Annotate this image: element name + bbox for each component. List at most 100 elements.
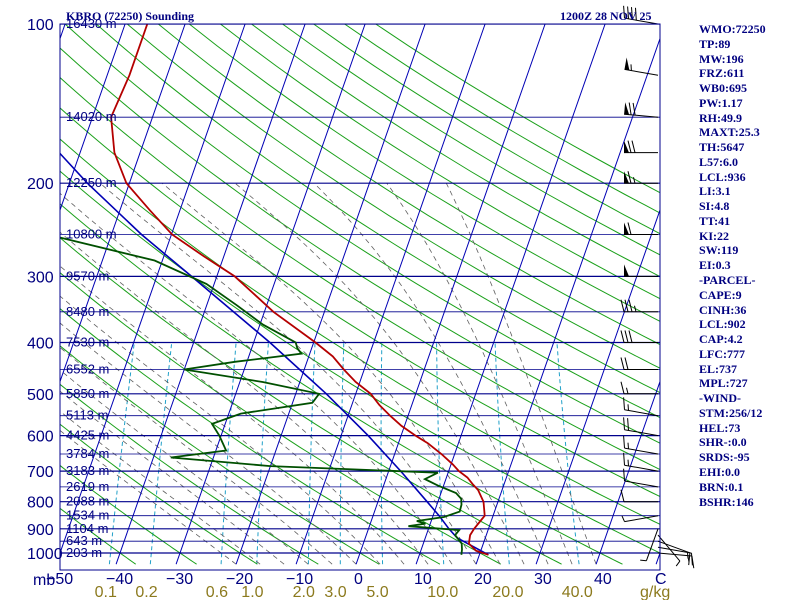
mixing-ratio-tick-label: 40.0 (562, 584, 593, 600)
moist-adiabat-line (234, 182, 525, 565)
wind-barb (620, 381, 658, 395)
pressure-tick-label: 1000 (27, 546, 63, 563)
sounding-index-item: -WIND- (699, 391, 741, 406)
wind-barb (657, 540, 691, 566)
dry-adiabat-line (60, 76, 660, 471)
wind-barb-pennant (624, 57, 630, 71)
height-label: 8480 m (66, 304, 109, 319)
height-label: 10800 m (66, 227, 117, 242)
height-label: 3183 m (66, 463, 109, 478)
wind-barb (623, 397, 659, 417)
dry-adiabat-line (60, 170, 660, 554)
wind-barb-half-flag (627, 459, 629, 466)
wind-barb (623, 5, 659, 25)
mixing-ratio-line (256, 342, 269, 565)
height-label: 12250 m (66, 175, 117, 190)
mixing-ratio-line (380, 342, 384, 565)
wind-barb-half-flag (627, 404, 629, 411)
wind-barb (657, 546, 693, 566)
wind-barb-pennant (624, 171, 629, 184)
wind-barb-flag (627, 171, 632, 184)
height-label: 9570 m (66, 268, 109, 283)
wind-barb-half-flag (626, 387, 629, 394)
plot-frame (59, 23, 661, 571)
temperature-tick-label: −30 (166, 571, 193, 588)
wind-barb-half-flag (675, 560, 681, 567)
isotherm-line (60, 24, 246, 555)
temperature-tick-label: −40 (106, 571, 133, 588)
wind-barb-half-flag (634, 305, 637, 312)
sounding-index-item: FRZ:611 (699, 66, 745, 81)
sounding-index-item: EI:0.3 (699, 258, 731, 273)
wind-barb (623, 452, 659, 472)
pressure-tick-label: 200 (27, 176, 54, 193)
isotherm-line (235, 24, 426, 565)
wind-barb-staff (657, 546, 692, 554)
wind-barb (624, 264, 658, 277)
wind-barb-pennant (624, 222, 629, 235)
sounding-index-item: EHI:0.0 (699, 464, 741, 479)
sounding-index-item: TT:41 (699, 213, 731, 228)
dry-adiabat-line (282, 24, 660, 256)
wind-barb (621, 515, 659, 523)
mixing-ratio-line (494, 342, 510, 565)
isotherm-line (415, 24, 606, 565)
wind-barb-flag (635, 7, 637, 21)
wind-barb-flag (620, 489, 625, 502)
mixing-ratio-tick-label: 10.0 (427, 584, 458, 600)
sounding-index-item: TH:5647 (699, 140, 745, 155)
wind-barb-flag (620, 299, 625, 312)
dry-adiabat-line (60, 507, 136, 565)
pressure-tick-label: 600 (27, 429, 54, 446)
height-label: 14020 m (66, 109, 117, 124)
moist-adiabat-line (99, 182, 477, 565)
pressure-tick-label: 900 (27, 522, 54, 539)
sounding-index-item: SW:119 (699, 243, 739, 258)
wind-barb (624, 222, 658, 235)
sounding-index-item: STM:256/12 (699, 405, 763, 420)
sounding-index-item: WB0:695 (699, 81, 747, 96)
wind-barb-flag (688, 552, 691, 566)
sounding-index-item: KI:22 (699, 228, 729, 243)
isotherm-line (295, 24, 486, 565)
wind-barb-flag (623, 468, 625, 482)
isotherm-line (475, 37, 660, 565)
wind-barb-flag (623, 5, 625, 19)
sounding-indices: WMO:72250 TP:89 MW:196 FRZ:611 WB0:695 PW:1.1… (699, 22, 800, 509)
moist-adiabat-line (60, 429, 237, 565)
dry-adiabat-line (60, 203, 623, 565)
dry-adiabat-line (60, 237, 562, 565)
dry-adiabat-line (251, 24, 660, 278)
sounding-index-item: L57:6.0 (699, 154, 738, 169)
sounding-index-item: SI:4.8 (699, 199, 730, 214)
wind-barb-staff (624, 113, 659, 118)
isotherm-line (60, 24, 186, 384)
height-label: 4425 m (66, 428, 109, 443)
pressure-tick-label: 800 (27, 495, 54, 512)
sounding-index-item: SRDS:-95 (699, 450, 750, 465)
sounding-index-item: LFC:777 (699, 346, 745, 361)
moist-adiabat-line (60, 369, 309, 565)
sounding-index-item: TP:89 (699, 36, 731, 51)
moist-adiabat-line (161, 182, 501, 565)
mixing-ratio-tick-label: 0.2 (135, 584, 157, 600)
wind-barb-staff (624, 409, 659, 417)
sounding-index-item: HEL:73 (699, 420, 741, 435)
pressure-tick-label: 500 (27, 387, 54, 404)
dry-adiabat-line (157, 24, 660, 346)
wind-barb (620, 330, 658, 343)
dry-adiabat-line (95, 24, 660, 394)
sounding-index-item: WMO:72250 (699, 22, 766, 36)
mixing-ratio-line (220, 342, 237, 565)
wind-barb-flag (624, 357, 629, 370)
wind-barb (624, 140, 658, 154)
wind-barbs (620, 5, 695, 569)
wind-barb-flag (632, 102, 636, 116)
wind-barb-flag (623, 397, 625, 410)
mixing-ratio-tick-label: 5.0 (366, 584, 388, 600)
temperature-tick-label: 30 (534, 571, 552, 588)
mixing-ratio-line (307, 342, 316, 565)
moist-adiabat-line (445, 183, 597, 565)
sounding-index-item: LCL:902 (699, 317, 746, 332)
